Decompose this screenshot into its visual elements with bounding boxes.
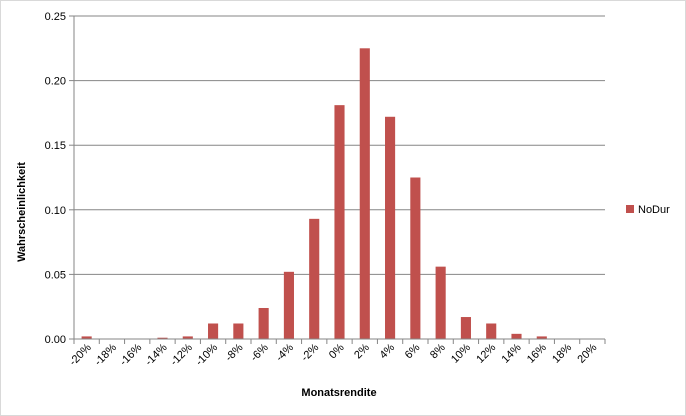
bars bbox=[81, 48, 547, 340]
x-tick-label: -14% bbox=[143, 341, 170, 368]
y-tick-label: 0.00 bbox=[45, 334, 66, 346]
bar bbox=[511, 333, 522, 339]
bar bbox=[208, 323, 219, 339]
x-tick-label: 10% bbox=[449, 341, 473, 365]
x-ticks: -20%-18%-16%-14%-12%-10% -8% -6% -4% -2% 0% 2%… bbox=[67, 339, 606, 368]
bar bbox=[157, 337, 168, 339]
bar bbox=[233, 323, 244, 339]
legend-swatch bbox=[626, 205, 634, 213]
bar bbox=[385, 116, 396, 339]
x-tick-label: -20% bbox=[67, 341, 94, 368]
x-tick-label: 20% bbox=[575, 341, 599, 365]
x-tick-label: -18% bbox=[92, 341, 119, 368]
bar bbox=[410, 177, 421, 339]
y-tick-label: 0.10 bbox=[45, 205, 66, 217]
bar bbox=[258, 307, 269, 339]
x-tick-label: -12% bbox=[168, 341, 195, 368]
legend-label-nodur: NoDur bbox=[638, 204, 670, 216]
y-tick-label: 0.25 bbox=[45, 11, 66, 23]
x-tick-label: -8% bbox=[223, 341, 245, 363]
x-tick-label: -10% bbox=[194, 341, 221, 368]
bar bbox=[536, 336, 547, 339]
legend: NoDur bbox=[626, 204, 670, 216]
y-tick-label: 0.05 bbox=[45, 269, 66, 281]
x-tick-label: 12% bbox=[474, 341, 498, 365]
x-tick-label: 16% bbox=[525, 341, 549, 365]
y-axis-title: Wahrscheinlichkeit bbox=[16, 162, 28, 262]
x-tick-label: 2% bbox=[352, 341, 372, 361]
x-tick-label: -2% bbox=[299, 341, 321, 363]
x-tick-label: 4% bbox=[377, 341, 397, 361]
x-tick-label: 18% bbox=[550, 341, 574, 365]
bar bbox=[460, 317, 471, 339]
x-tick-label: -16% bbox=[118, 341, 145, 368]
bar bbox=[309, 218, 320, 339]
x-tick-label: 0% bbox=[327, 341, 347, 361]
bar bbox=[486, 323, 497, 339]
y-tick-label: 0.15 bbox=[45, 140, 66, 152]
y-ticks: 0.00 0.05 0.10 0.15 0.20 0.25 bbox=[45, 11, 74, 346]
x-axis-title: Monatsrendite bbox=[301, 387, 376, 399]
bar bbox=[182, 336, 193, 339]
bar bbox=[283, 271, 294, 339]
x-tick-label: 8% bbox=[428, 341, 448, 361]
x-tick-label: 14% bbox=[500, 341, 524, 365]
x-tick-label: -6% bbox=[248, 341, 270, 363]
bar bbox=[435, 266, 446, 339]
axes bbox=[73, 16, 605, 340]
bar bbox=[81, 336, 92, 339]
y-tick-label: 0.20 bbox=[45, 76, 66, 88]
x-tick-label: 6% bbox=[403, 341, 423, 361]
x-tick-label: -4% bbox=[274, 341, 296, 363]
bar bbox=[334, 105, 345, 339]
bar bbox=[359, 48, 370, 340]
